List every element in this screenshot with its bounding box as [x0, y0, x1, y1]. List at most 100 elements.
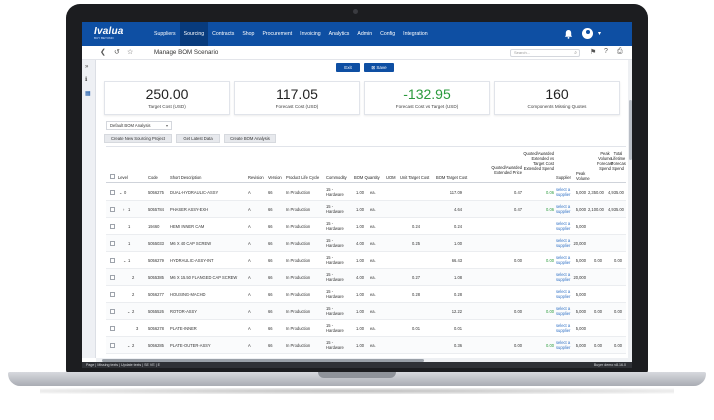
- col-quoted-extended[interactable]: Quoted/Awarded Extended Price: [476, 165, 522, 175]
- row-checkbox[interactable]: [110, 258, 115, 263]
- bookmark-icon[interactable]: ⚑: [590, 49, 597, 56]
- select-supplier-link[interactable]: select a supplier: [556, 204, 570, 214]
- cell-version: 66: [268, 241, 273, 246]
- create-bom-analysis-button[interactable]: Create BOM Analysis: [224, 134, 276, 143]
- cell-peak-volume: 5,000: [575, 292, 586, 297]
- nav-item-invoicing[interactable]: Invoicing: [300, 31, 321, 37]
- table-row[interactable]: › 1 5055784 PHASER ASSY-EXH A 66 In Production…: [106, 201, 626, 218]
- table-row[interactable]: ⌄ 0 5056275 DUAL-HYDRAULIC-ASSY A 66 In Produc…: [106, 184, 626, 201]
- print-icon[interactable]: ⎙: [617, 48, 623, 55]
- cell-peak-volume: 20,000: [573, 275, 586, 280]
- laptop-notch: [318, 372, 396, 378]
- horizontal-scroll-thumb[interactable]: [102, 358, 424, 362]
- table-row[interactable]: ⌄ 1 5056279 HYDRAULIC-ASSY-INT A 66 In Product…: [106, 252, 626, 269]
- col-commodity[interactable]: Commodity: [326, 175, 347, 180]
- horizontal-scrollbar[interactable]: [96, 358, 632, 362]
- row-checkbox[interactable]: [110, 292, 115, 297]
- select-supplier-link-line2: supplier: [556, 243, 571, 248]
- col-forecast-spend[interactable]: Peak Volume Forecast Spend: [594, 151, 616, 171]
- bell-icon[interactable]: [564, 29, 573, 39]
- select-supplier-link[interactable]: select a supplier: [556, 340, 570, 350]
- chevron-down-icon[interactable]: ⌄: [127, 309, 131, 314]
- user-avatar[interactable]: [582, 28, 593, 39]
- table-row[interactable]: ⌄ 2 5055526 ROTOR-ASSY A 66 In Production 1.00 e…: [106, 303, 626, 320]
- col-bom-target-cost[interactable]: BOM Target Cost: [436, 175, 468, 180]
- cell-uom: ea.: [370, 275, 376, 280]
- chevron-down-icon[interactable]: ▾: [598, 31, 602, 37]
- col-code[interactable]: Code: [148, 175, 158, 180]
- cell-commodity-code: 15 -: [326, 221, 334, 226]
- select-supplier-link[interactable]: select a supplier: [556, 306, 570, 316]
- select-all-checkbox[interactable]: [110, 174, 115, 179]
- table-row[interactable]: 2 5056277 HOUSING-MACHD A 66 In Production 1.0…: [106, 286, 626, 303]
- info-icon[interactable]: ℹ: [85, 77, 88, 83]
- col-level[interactable]: Level: [118, 175, 128, 180]
- cell-bom-target: 12.22: [451, 309, 462, 314]
- table-row[interactable]: ⌄ 2 5056285 PLATE-OUTER-ASSY A 66 In Productio…: [106, 337, 626, 354]
- nav-item-integration[interactable]: Integration: [403, 31, 428, 37]
- row-checkbox[interactable]: [110, 343, 115, 348]
- col-quoted-vs-target[interactable]: Quoted/Awarded Extended vs Target Cost E…: [508, 151, 554, 171]
- help-icon[interactable]: ?: [604, 48, 608, 55]
- col-version[interactable]: Version: [268, 175, 282, 180]
- row-checkbox[interactable]: [110, 207, 115, 212]
- chevron-down-icon[interactable]: ⌄: [119, 190, 123, 195]
- col-total-lifetime-line3: Forecast: [611, 161, 626, 166]
- vertical-scrollbar[interactable]: [628, 60, 632, 358]
- select-supplier-link[interactable]: select a supplier: [556, 187, 570, 197]
- table-row[interactable]: 3 5056278 PLATE-INNER A 66 In Production 1.00 e…: [106, 320, 626, 337]
- create-sourcing-project-button[interactable]: Create New Sourcing Project: [104, 134, 172, 143]
- nav-item-admin[interactable]: Admin: [357, 31, 373, 37]
- col-revision[interactable]: Revision: [248, 175, 264, 180]
- nav-item-sourcing[interactable]: Sourcing: [179, 22, 209, 46]
- page-title: Manage BOM Scenario: [154, 49, 219, 56]
- nav-item-suppliers[interactable]: Suppliers: [154, 31, 176, 37]
- nav-item-procurement[interactable]: Procurement: [262, 31, 293, 37]
- row-checkbox[interactable]: [110, 309, 115, 314]
- vertical-scroll-thumb[interactable]: [628, 100, 632, 160]
- cell-quoted-vs-target: 0.06: [546, 207, 554, 212]
- col-total-lifetime[interactable]: Total Lifetime Forecast Spend: [611, 151, 626, 171]
- select-supplier-link[interactable]: select a supplier: [556, 323, 570, 333]
- expand-icon[interactable]: »: [85, 64, 89, 70]
- nav-item-contracts[interactable]: Contracts: [212, 31, 235, 37]
- table-row[interactable]: 1 19460 HEMI INNER CAM A 66 In Production 1.00…: [106, 218, 626, 235]
- col-lifecycle[interactable]: Product Life Cycle: [286, 175, 320, 180]
- grid-icon[interactable]: ▦: [85, 91, 91, 97]
- select-supplier-link-line1: select a: [556, 289, 571, 294]
- chevron-down-icon[interactable]: ⌄: [123, 258, 127, 263]
- nav-item-config[interactable]: Config: [380, 31, 396, 37]
- select-supplier-link[interactable]: select a supplier: [556, 238, 570, 248]
- col-description[interactable]: Short Description: [170, 175, 202, 180]
- select-supplier-link[interactable]: select a supplier: [556, 221, 570, 231]
- get-latest-data-button[interactable]: Get Latest Data: [176, 134, 220, 143]
- select-supplier-link[interactable]: select a supplier: [556, 255, 570, 265]
- row-checkbox[interactable]: [110, 326, 115, 331]
- exit-button[interactable]: Exit: [336, 63, 360, 72]
- brand-logo[interactable]: Ivalua: [94, 26, 124, 37]
- star-icon[interactable]: ☆: [127, 49, 134, 56]
- row-checkbox[interactable]: [110, 275, 115, 280]
- col-uom[interactable]: UOM: [386, 175, 396, 180]
- col-unit-target-cost[interactable]: Unit Target Cost: [400, 175, 430, 180]
- select-supplier-link[interactable]: select a supplier: [556, 272, 570, 282]
- chevron-down-icon[interactable]: ⌄: [127, 343, 131, 348]
- history-icon[interactable]: ↺: [114, 49, 120, 56]
- row-checkbox[interactable]: [110, 190, 115, 195]
- search-input[interactable]: Search... ⌕: [510, 49, 580, 57]
- cell-commodity-name: Hardware: [326, 328, 344, 333]
- col-bom-quantity[interactable]: BOM Quantity: [354, 175, 380, 180]
- col-supplier[interactable]: Supplier: [556, 175, 572, 180]
- save-button[interactable]: ⊠ Save: [364, 63, 394, 72]
- col-peak-volume[interactable]: Peak Volume: [576, 171, 590, 181]
- nav-item-shop[interactable]: Shop: [242, 31, 255, 37]
- select-supplier-link[interactable]: select a supplier: [556, 289, 570, 299]
- nav-item-analytics[interactable]: Analytics: [328, 31, 350, 37]
- analysis-select[interactable]: Default BOM Analysis ▾: [106, 121, 172, 130]
- row-checkbox[interactable]: [110, 224, 115, 229]
- row-checkbox[interactable]: [110, 241, 115, 246]
- table-row[interactable]: 1 5055033 M6 X 40 CAP SCREW A 66 In Productio…: [106, 235, 626, 252]
- chevron-right-icon[interactable]: ›: [123, 207, 125, 212]
- table-row[interactable]: 2 5055385 M6 X 15.50 FLANGED CAP SCREW A 66 I…: [106, 269, 626, 286]
- back-icon[interactable]: ❮: [100, 49, 106, 56]
